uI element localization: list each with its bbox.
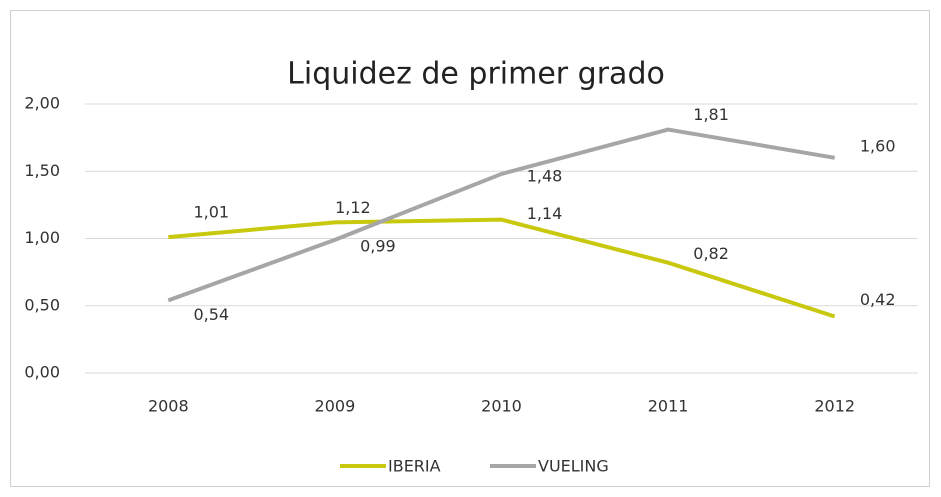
x-tick-label: 2009 — [315, 397, 356, 416]
y-tick-label: 1,00 — [24, 228, 60, 247]
series-line — [167, 127, 836, 303]
series-line — [168, 217, 836, 319]
legend-label: IBERIA — [388, 457, 441, 476]
data-label: 1,14 — [527, 204, 563, 223]
x-tick-label: 2012 — [814, 397, 855, 416]
x-tick-label: 2008 — [148, 397, 189, 416]
data-label: 1,01 — [193, 203, 229, 222]
x-tick-label: 2011 — [648, 397, 689, 416]
chart-border — [10, 10, 930, 487]
data-label: 1,48 — [527, 166, 563, 185]
data-label: 0,42 — [860, 290, 896, 309]
y-tick-label: 1,50 — [24, 161, 60, 180]
data-label: 0,54 — [193, 305, 229, 324]
data-label: 0,82 — [693, 244, 729, 263]
data-label: 1,60 — [860, 136, 896, 155]
chart-title: Liquidez de primer grado — [287, 57, 665, 92]
x-tick-label: 2010 — [481, 397, 522, 416]
data-label: 1,81 — [693, 105, 729, 124]
y-tick-label: 2,00 — [24, 94, 60, 113]
y-tick-label: 0,00 — [24, 363, 60, 382]
y-tick-label: 0,50 — [24, 295, 60, 314]
data-label: 1,12 — [335, 198, 371, 217]
data-label: 0,99 — [360, 236, 396, 255]
legend-label: VUELING — [538, 457, 609, 476]
